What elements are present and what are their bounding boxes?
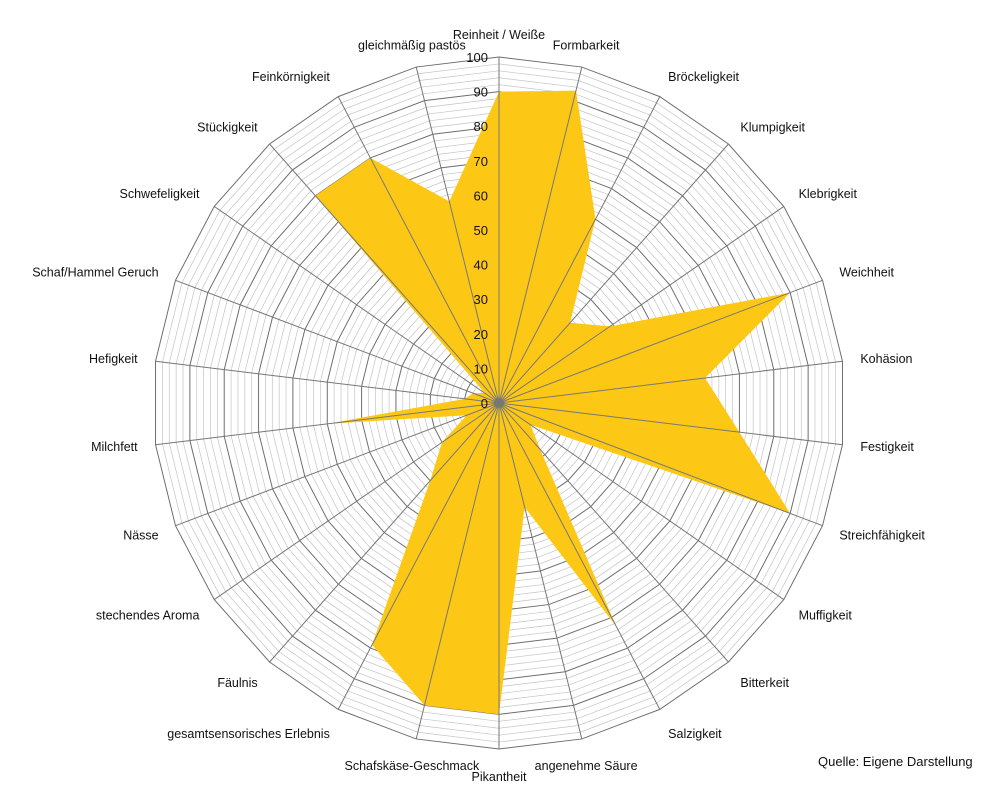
axis-labels: Reinheit / Weiße Formbarkeit Bröckeligkeit…: [32, 28, 925, 784]
axis-label: stechendes Aroma: [96, 608, 200, 622]
axis-spoke: [175, 402, 500, 527]
axis-spoke: [337, 96, 500, 404]
tick-label: 70: [474, 154, 488, 169]
axis-label: Pikantheit: [472, 770, 527, 784]
axis-spoke: [269, 143, 500, 404]
tick-label: 20: [474, 327, 488, 342]
axis-spoke: [155, 360, 500, 404]
axis-spoke: [498, 360, 843, 404]
axis-label: Schaf/Hammel Geruch: [32, 266, 158, 280]
axis-spoke: [155, 402, 500, 446]
tick-labels: 0 10 20 30 40 50 60 70 80 90 100: [466, 50, 488, 411]
axis-spoke: [498, 402, 583, 740]
axis-spoke: [213, 402, 500, 600]
axis-spoke: [498, 206, 785, 404]
axis-spoke: [498, 402, 729, 663]
tick-label: 80: [474, 119, 488, 134]
axis-spoke: [498, 402, 661, 710]
axis-spoke: [415, 402, 500, 740]
axis-spoke: [175, 279, 500, 404]
axis-label: Schafskäse-Geschmack: [344, 759, 480, 773]
axis-spoke: [498, 66, 583, 404]
axis-spoke: [213, 206, 500, 404]
tick-label: 40: [474, 258, 488, 273]
axis-label: Milchfett: [91, 440, 138, 454]
axis-label: Kohäsion: [860, 352, 912, 366]
axis-label: angenehme Säure: [535, 759, 638, 773]
axis-label: Klumpigkeit: [740, 121, 805, 135]
axis-label: Nässe: [123, 529, 158, 543]
axis-spoke: [498, 402, 843, 446]
axis-label: Klebrigkeit: [799, 187, 858, 201]
center-dot: [494, 398, 504, 408]
axis-spoke: [269, 402, 500, 663]
tick-label: 90: [474, 85, 488, 100]
axis-label: Feinkörnigkeit: [252, 70, 330, 84]
tick-label: 50: [474, 223, 488, 238]
axis-label: Hefigkeit: [89, 352, 138, 366]
axis-spokes: [155, 57, 843, 749]
axis-spoke: [498, 402, 823, 527]
tick-label: 0: [481, 396, 488, 411]
axis-label: Streichfähigkeit: [839, 529, 925, 543]
axis-spoke: [498, 143, 729, 404]
tick-label: 10: [474, 361, 488, 376]
series-polygon: [315, 90, 791, 715]
axis-spoke: [337, 402, 500, 710]
axis-label: Schwefeligkeit: [120, 187, 200, 201]
axis-label: Weichheit: [839, 266, 894, 280]
axis-label: Stückigkeit: [197, 121, 258, 135]
axis-label: gesamtsensorisches Erlebnis: [167, 727, 330, 741]
axis-label: Bröckeligkeit: [668, 70, 739, 84]
axis-label: Muffigkeit: [799, 608, 853, 622]
axis-spoke: [415, 66, 500, 404]
axis-label: Bitterkeit: [740, 676, 789, 690]
axis-label: gleichmäßig pastös: [358, 39, 466, 53]
axis-label: Fäulnis: [217, 676, 257, 690]
axis-spoke: [498, 96, 661, 404]
axis-label: Reinheit / Weiße: [453, 28, 545, 42]
axis-spoke: [498, 279, 823, 404]
source-note: Quelle: Eigene Darstellung: [818, 754, 973, 769]
axis-label: Festigkeit: [860, 440, 914, 454]
axis-label: Formbarkeit: [553, 39, 620, 53]
tick-label: 100: [466, 50, 488, 65]
tick-label: 60: [474, 188, 488, 203]
axis-spoke: [498, 402, 785, 600]
tick-label: 30: [474, 292, 488, 307]
axis-label: Salzigkeit: [668, 727, 722, 741]
